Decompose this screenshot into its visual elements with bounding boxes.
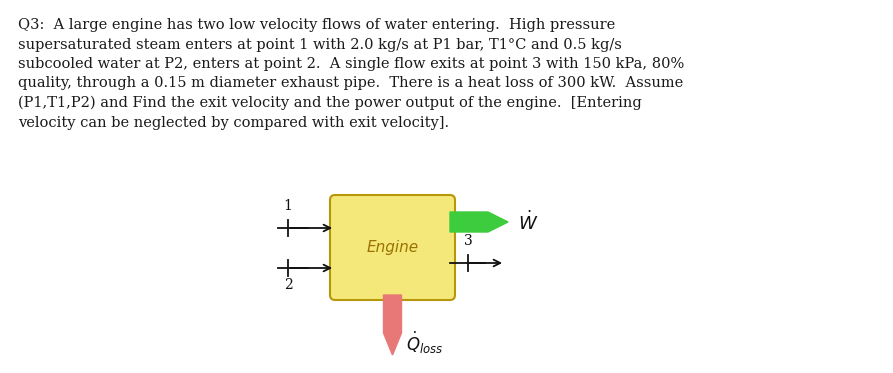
Text: Q3:  A large engine has two low velocity flows of water entering.  High pressure: Q3: A large engine has two low velocity … xyxy=(18,18,615,32)
Text: supersaturated steam enters at point 1 with 2.0 kg/s at P1 bar, T1°C and 0.5 kg/: supersaturated steam enters at point 1 w… xyxy=(18,38,622,51)
FancyArrow shape xyxy=(383,295,402,355)
Text: 3: 3 xyxy=(463,234,472,248)
Text: quality, through a 0.15 m diameter exhaust pipe.  There is a heat loss of 300 kW: quality, through a 0.15 m diameter exhau… xyxy=(18,76,683,91)
Text: 1: 1 xyxy=(284,199,292,213)
Text: velocity can be neglected by compared with exit velocity].: velocity can be neglected by compared wi… xyxy=(18,116,449,129)
Text: $\dot{Q}_{loss}$: $\dot{Q}_{loss}$ xyxy=(406,330,444,356)
Text: $\dot{W}$: $\dot{W}$ xyxy=(518,210,538,233)
Text: subcooled water at P2, enters at point 2.  A single flow exits at point 3 with 1: subcooled water at P2, enters at point 2… xyxy=(18,57,684,71)
Text: (P1,T1,P2) and Find the exit velocity and the power output of the engine.  [Ente: (P1,T1,P2) and Find the exit velocity an… xyxy=(18,96,642,110)
Text: 2: 2 xyxy=(284,278,292,292)
Text: Engine: Engine xyxy=(366,240,419,255)
FancyArrow shape xyxy=(450,212,508,232)
FancyBboxPatch shape xyxy=(330,195,455,300)
